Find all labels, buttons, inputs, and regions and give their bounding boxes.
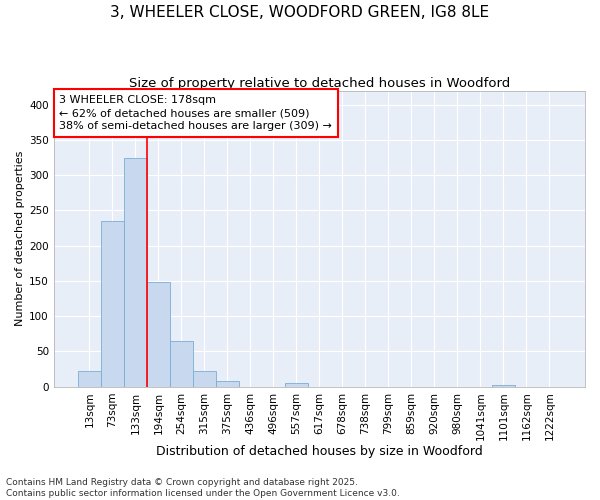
Bar bbox=[101, 221, 124, 386]
X-axis label: Distribution of detached houses by size in Woodford: Distribution of detached houses by size … bbox=[156, 444, 483, 458]
Bar bbox=[285, 383, 308, 386]
Bar bbox=[193, 371, 216, 386]
Bar bbox=[147, 282, 170, 387]
Bar bbox=[170, 341, 193, 386]
Bar bbox=[492, 384, 515, 386]
Bar bbox=[78, 370, 101, 386]
Bar bbox=[216, 381, 239, 386]
Y-axis label: Number of detached properties: Number of detached properties bbox=[15, 151, 25, 326]
Bar bbox=[124, 158, 147, 386]
Text: 3 WHEELER CLOSE: 178sqm
← 62% of detached houses are smaller (509)
38% of semi-d: 3 WHEELER CLOSE: 178sqm ← 62% of detache… bbox=[59, 95, 332, 132]
Text: Contains HM Land Registry data © Crown copyright and database right 2025.
Contai: Contains HM Land Registry data © Crown c… bbox=[6, 478, 400, 498]
Text: 3, WHEELER CLOSE, WOODFORD GREEN, IG8 8LE: 3, WHEELER CLOSE, WOODFORD GREEN, IG8 8L… bbox=[110, 5, 490, 20]
Title: Size of property relative to detached houses in Woodford: Size of property relative to detached ho… bbox=[129, 78, 510, 90]
